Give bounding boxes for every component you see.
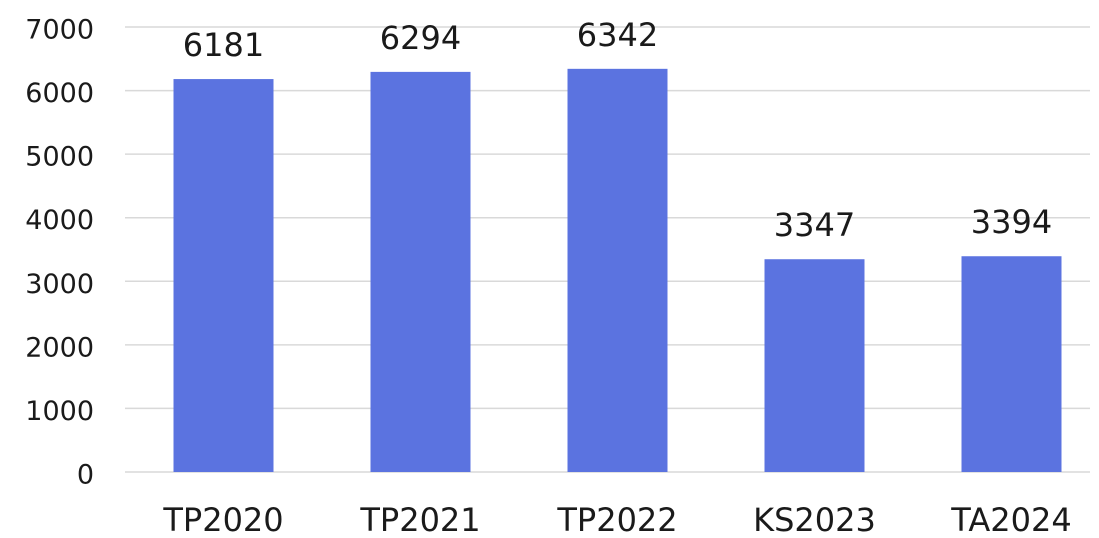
y-tick-label: 0	[77, 460, 94, 491]
x-tick-label: TP2022	[556, 501, 677, 538]
data-label: 6181	[183, 26, 264, 64]
bar	[961, 256, 1062, 472]
bar	[764, 259, 865, 472]
data-label: 6342	[577, 16, 658, 54]
y-tick-label: 4000	[25, 205, 94, 236]
y-tick-label: 1000	[25, 396, 94, 427]
x-tick-label: TP2020	[162, 501, 283, 538]
y-tick-label: 7000	[25, 15, 94, 46]
data-label: 6294	[380, 19, 461, 57]
x-tick-label: TP2021	[359, 501, 480, 538]
bar	[173, 79, 274, 472]
data-label: 3394	[971, 203, 1052, 241]
bar	[567, 68, 668, 472]
y-tick-label: 3000	[25, 269, 94, 300]
data-label: 3347	[774, 206, 855, 244]
y-tick-label: 5000	[25, 142, 94, 173]
x-tick-label: TA2024	[950, 501, 1071, 538]
y-tick-label: 2000	[25, 332, 94, 363]
y-tick-label: 6000	[25, 78, 94, 109]
bar	[370, 71, 471, 472]
x-tick-label: KS2023	[753, 501, 876, 538]
